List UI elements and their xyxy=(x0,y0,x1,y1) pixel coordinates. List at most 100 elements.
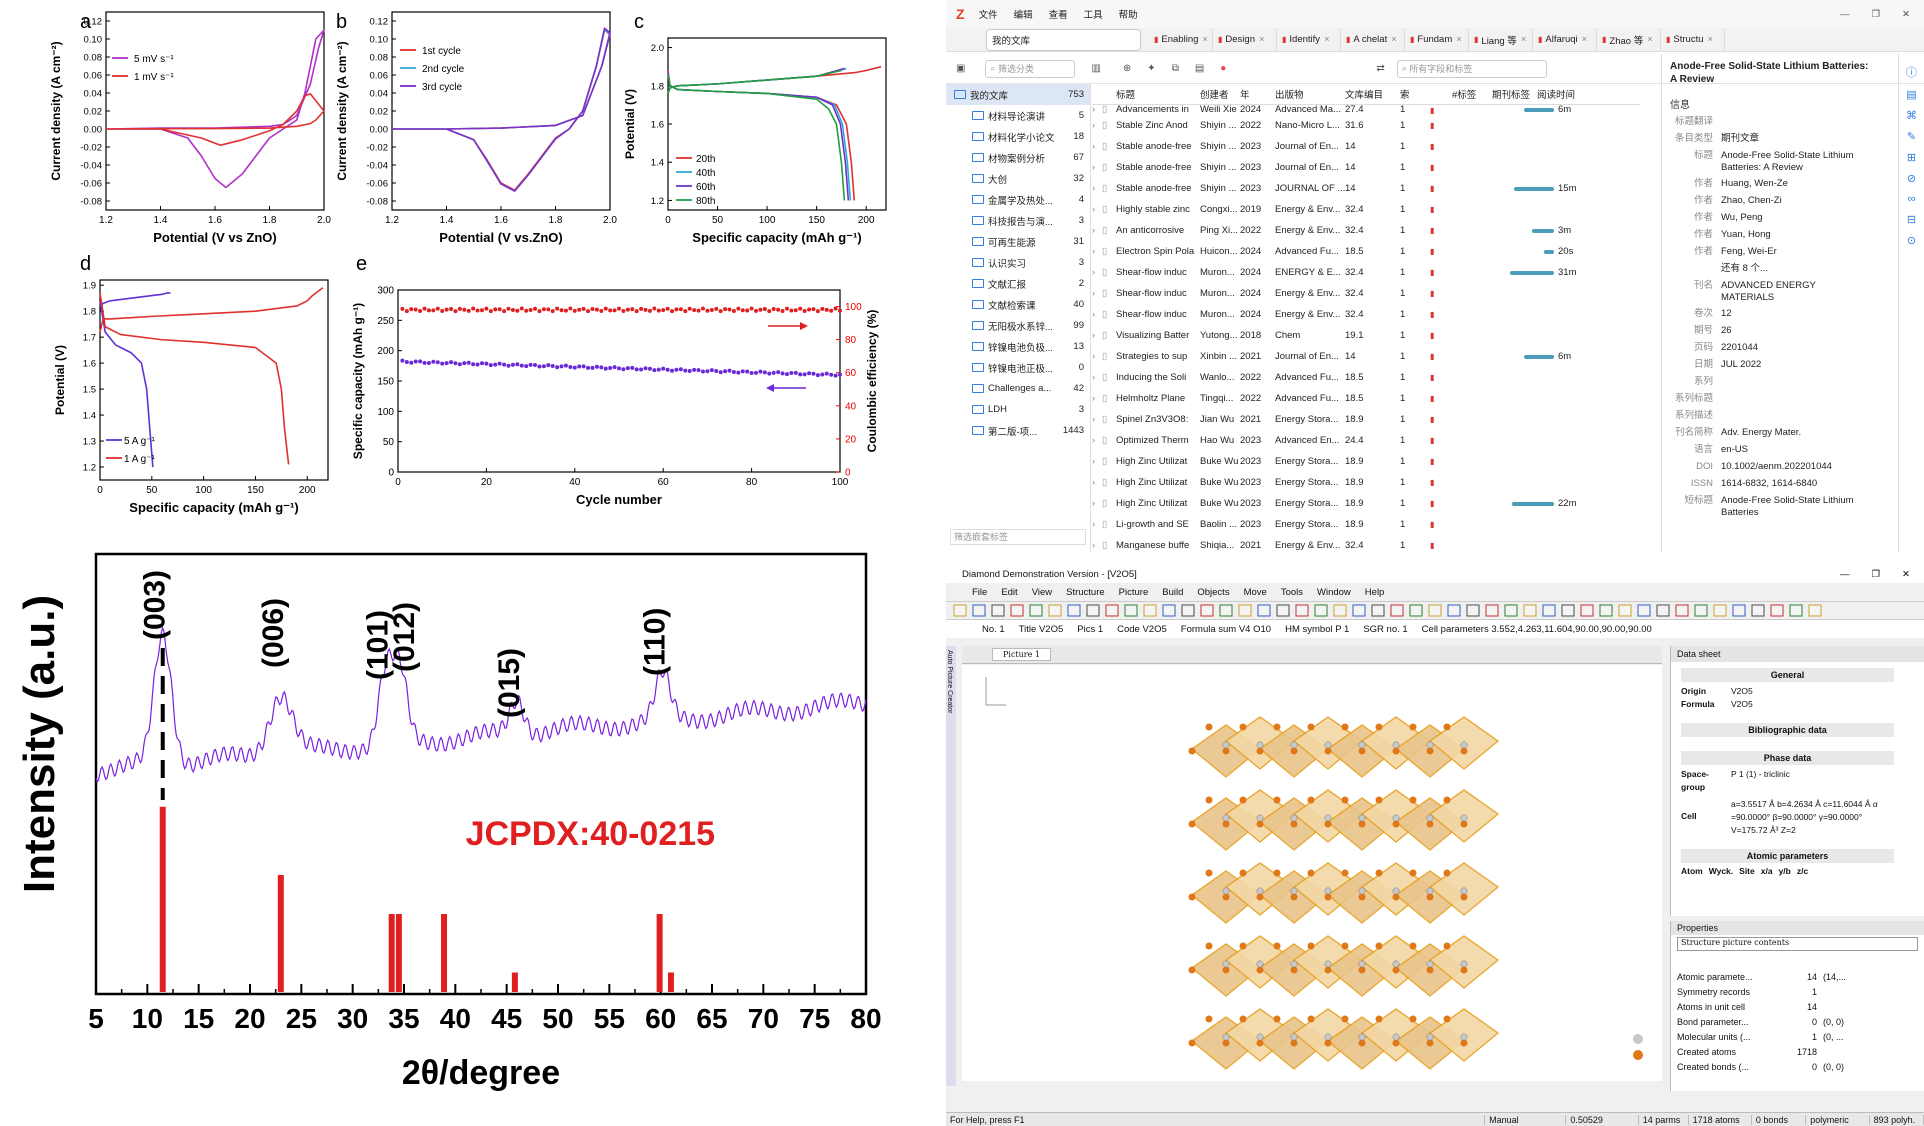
column-header[interactable]: 索 xyxy=(1400,90,1410,101)
table-row[interactable]: › ▯ Optimized Therm Hao Wu 2023 Advanced En..… xyxy=(1092,430,1640,451)
collection-item[interactable]: 可再生能源 31 xyxy=(946,231,1090,252)
menu-file[interactable]: 文件 xyxy=(978,10,998,21)
close-icon[interactable]: ✕ xyxy=(1902,568,1910,580)
column-header[interactable]: 阅读时间 xyxy=(1537,90,1576,101)
locate-icon[interactable]: ⊟ xyxy=(1906,214,1917,226)
menu-item[interactable]: View xyxy=(1031,586,1053,598)
abstract-icon[interactable]: ▤ xyxy=(1906,89,1917,101)
notes-icon[interactable]: ✎ xyxy=(1906,131,1917,143)
property-row[interactable]: Atoms in unit cell 14 xyxy=(1671,999,1924,1014)
new-collection-icon[interactable]: ▣ xyxy=(956,63,966,74)
info-field[interactable]: 条目类型 期刊文章 xyxy=(1670,131,1871,148)
column-header[interactable]: 标题 xyxy=(1116,90,1136,101)
table-row[interactable]: › ▯ Shear-flow induc Muron... 2024 Energy & E… xyxy=(1092,304,1640,325)
field-value[interactable]: 2201044 xyxy=(1721,342,1758,353)
menu-item[interactable]: Structure xyxy=(1066,586,1105,598)
menu-item[interactable]: Help xyxy=(1364,586,1385,598)
collection-item[interactable]: 大创 32 xyxy=(946,168,1090,189)
table-row[interactable]: › ▯ Li-growth and SE Baolin ... 2023 Energy S… xyxy=(1092,514,1640,535)
close-tab-icon[interactable]: × xyxy=(1456,34,1462,45)
menu-item[interactable]: Move xyxy=(1243,586,1267,598)
column-header[interactable]: 出版物 xyxy=(1275,90,1304,101)
menu-item[interactable]: Tools xyxy=(1280,586,1303,598)
collection-item[interactable]: LDH 3 xyxy=(946,399,1090,420)
collection-item[interactable]: 无阳极水系锌... 99 xyxy=(946,315,1090,336)
table-row[interactable]: › ▯ Stable anode-free Shiyin ... 2023 JOURNAL… xyxy=(1092,178,1640,199)
table-row[interactable]: › ▯ Advancements in Weili Xie 2024 Advanced M… xyxy=(1092,105,1640,115)
field-value[interactable]: Zhao, Chen-Zi xyxy=(1721,195,1782,206)
restore-icon[interactable]: ❐ xyxy=(1871,568,1881,580)
collection-item[interactable]: 我的文库 753 xyxy=(946,84,1090,105)
picture-tab[interactable]: Picture 1 xyxy=(992,648,1051,661)
library-icon[interactable]: ⊞ xyxy=(1906,152,1917,164)
column-header[interactable]: 期刊标签 xyxy=(1492,90,1531,101)
property-row[interactable]: Bond parameter... 0 (0, 0) xyxy=(1671,1014,1924,1029)
attachment-icon[interactable]: ⌘ xyxy=(1906,110,1917,122)
menu-help[interactable]: 帮助 xyxy=(1118,10,1138,21)
info-field[interactable]: 标题 Anode-Free Solid-State Lithium Batteri… xyxy=(1670,148,1871,176)
table-row[interactable]: › ▯ Shear-flow induc Muron... 2024 Energy & E… xyxy=(1092,283,1640,304)
field-value[interactable]: ADVANCED ENERGY MATERIALS xyxy=(1721,280,1816,303)
menu-item[interactable]: File xyxy=(972,586,988,598)
table-row[interactable]: › ▯ Visualizing Batter Yutong... 2018 Chem 19.… xyxy=(1092,325,1640,346)
info-icon[interactable]: ⓘ xyxy=(1906,67,1917,79)
document-tab[interactable]: ▮ Structu × xyxy=(1661,28,1725,51)
column-header[interactable]: 文库编目 xyxy=(1345,90,1384,101)
collection-item[interactable]: 第二版-项... 1443 xyxy=(946,420,1090,441)
field-value[interactable]: 期刊文章 xyxy=(1721,133,1760,144)
document-tab[interactable]: ▮ Fundam × xyxy=(1405,28,1469,51)
menu-edit[interactable]: 编辑 xyxy=(1013,10,1033,21)
table-row[interactable]: › ▯ Stable anode-free Shiyin ... 2023 Journal… xyxy=(1092,136,1640,157)
info-field[interactable]: 作者 Zhao, Chen-Zi xyxy=(1670,193,1871,210)
document-tab[interactable]: ▮ Design × xyxy=(1213,28,1277,51)
minimize-icon[interactable]: — xyxy=(1840,568,1850,580)
table-row[interactable]: › ▯ Electron Spin Pola Huicon... 2024 Advance… xyxy=(1092,241,1640,262)
field-value[interactable]: JUL 2022 xyxy=(1721,359,1762,370)
info-field[interactable]: 作者 Huang, Wen-Ze xyxy=(1670,176,1871,193)
info-field[interactable]: 日期 JUL 2022 xyxy=(1670,357,1871,374)
column-header[interactable]: 年 xyxy=(1240,90,1250,101)
field-value[interactable]: 26 xyxy=(1721,325,1732,336)
crystal-structure-view[interactable] xyxy=(962,665,1662,1081)
info-field[interactable]: 页码 2201044 xyxy=(1670,340,1871,357)
toolbar-icons[interactable] xyxy=(946,602,1924,619)
table-row[interactable]: › ▯ High Zinc Utilizat Buke Wu 2023 Energy St… xyxy=(1092,493,1640,514)
info-field[interactable]: ISSN 1614-6832, 1614-6840 xyxy=(1670,476,1871,493)
toggle-pane-icon[interactable]: ▥ xyxy=(1091,63,1101,74)
item-search[interactable]: ⌕ 所有字段和标签 xyxy=(1396,59,1547,78)
document-tab[interactable]: ▮ Identify × xyxy=(1277,28,1341,51)
table-row[interactable]: › ▯ Shear-flow induc Muron... 2024 ENERGY & E… xyxy=(1092,262,1640,283)
minimize-icon[interactable]: — xyxy=(1840,8,1850,20)
collection-item[interactable]: 文献检索课 40 xyxy=(946,294,1090,315)
table-row[interactable]: › ▯ Spinel Zn3V3O8: Jian Wu 2021 Energy Stora… xyxy=(1092,409,1640,430)
menu-item[interactable]: Build xyxy=(1162,586,1184,598)
info-field[interactable]: 刊名简称 Adv. Energy Mater. xyxy=(1670,425,1871,442)
info-field[interactable]: 期号 26 xyxy=(1670,323,1871,340)
field-value[interactable]: 1614-6832, 1614-6840 xyxy=(1721,478,1818,489)
info-field[interactable]: 语言 en-US xyxy=(1670,442,1871,459)
document-tab[interactable]: ▮ Alfaruqi × xyxy=(1533,28,1597,51)
menu-item[interactable]: Edit xyxy=(1001,586,1018,598)
info-field[interactable]: 系列 xyxy=(1670,374,1871,391)
info-field[interactable]: 刊名 ADVANCED ENERGY MATERIALS xyxy=(1670,278,1871,306)
field-value[interactable]: 还有 8 个... xyxy=(1721,263,1768,274)
tag-icon[interactable]: ⊘ xyxy=(1906,173,1917,185)
table-row[interactable]: › ▯ Strategies to sup Xinbin ... 2021 Journal… xyxy=(1092,346,1640,367)
menu-item[interactable]: Window xyxy=(1317,586,1351,598)
table-row[interactable]: › ▯ Inducing the Soli Wanlo... 2022 Advanced … xyxy=(1092,367,1640,388)
field-value[interactable]: en-US xyxy=(1721,444,1748,455)
menu-item[interactable]: Objects xyxy=(1197,586,1230,598)
table-row[interactable]: › ▯ Manganese buffe Shiqia... 2021 Energy & E… xyxy=(1092,535,1640,553)
table-row[interactable]: › ▯ An anticorrosive Ping Xi... 2022 Energy &… xyxy=(1092,220,1640,241)
info-field[interactable]: 系列描述 xyxy=(1670,408,1871,425)
table-row[interactable]: › ▯ Helmholtz Plane Tingqi... 2022 Advanced F… xyxy=(1092,388,1640,409)
collection-item[interactable]: 文献汇报 2 xyxy=(946,273,1090,294)
attach-icon[interactable]: ⧉ xyxy=(1171,63,1179,74)
properties-select[interactable]: Structure picture contents xyxy=(1677,937,1918,951)
field-value[interactable]: Wu, Peng xyxy=(1721,212,1763,223)
info-field[interactable]: 还有 8 个... xyxy=(1670,261,1871,278)
table-row[interactable]: › ▯ Highly stable zinc Congxi... 2019 Energy … xyxy=(1092,199,1640,220)
document-tab[interactable]: ▮ Enabling × xyxy=(1149,28,1213,51)
table-row[interactable]: › ▯ High Zinc Utilizat Buke Wu 2023 Energy St… xyxy=(1092,472,1640,493)
collection-item[interactable]: 金属学及热处... 4 xyxy=(946,189,1090,210)
